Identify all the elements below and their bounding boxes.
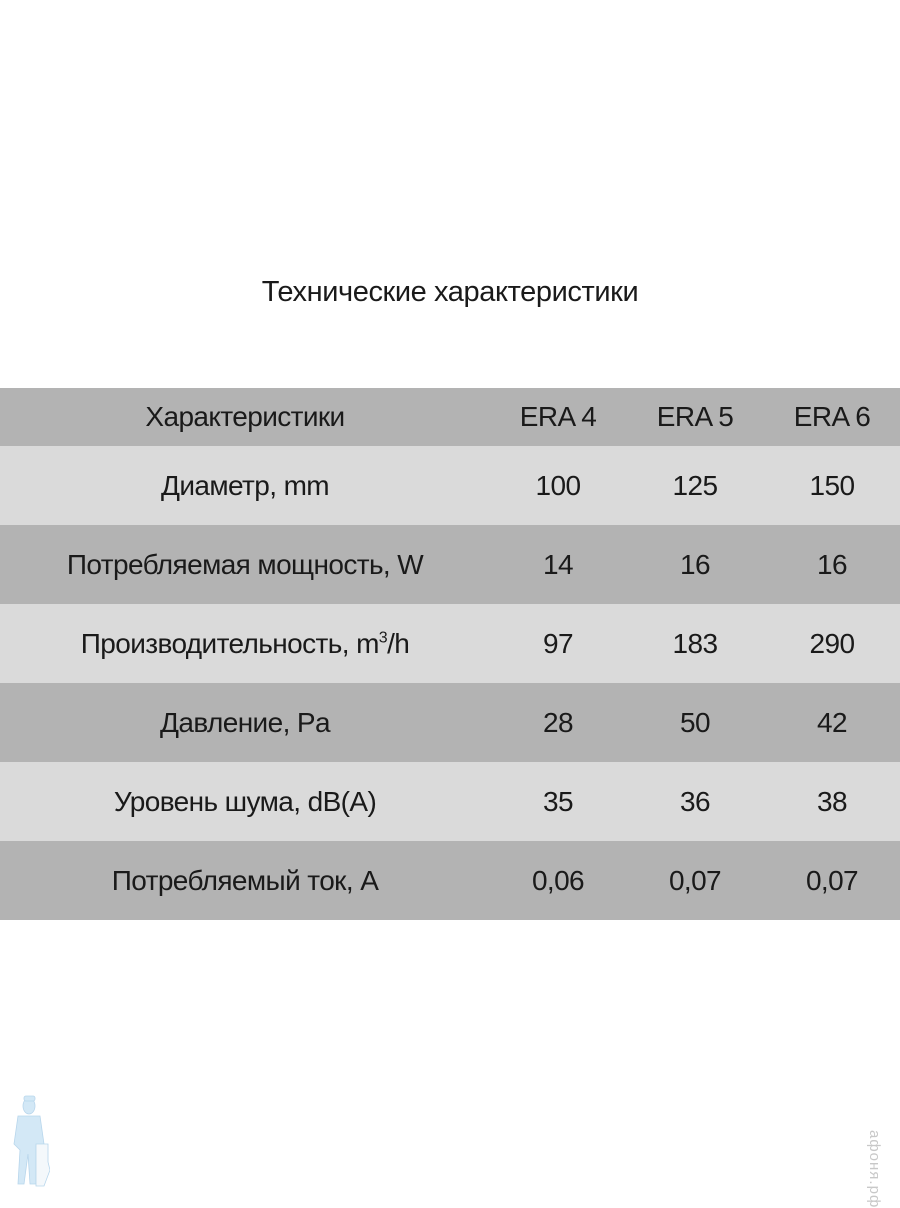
cell-value: 0,07 <box>668 864 722 896</box>
row-label: Уровень шума, dB(A) <box>113 785 377 817</box>
page-title: Технические характеристики <box>261 276 639 308</box>
cell-value: 38 <box>817 785 848 817</box>
header-cell: ERA 6 <box>793 401 871 432</box>
row-label-text: Производительность, m <box>80 627 380 659</box>
table-header-row: Характеристики ERA 4 ERA 5 ERA 6 <box>0 388 900 446</box>
cell-value: 35 <box>543 785 574 817</box>
watermark: афоня.рф <box>866 1130 883 1208</box>
table-row: Производительность, m3/h 97 183 290 <box>0 604 900 683</box>
row-label: Потребляемая мощность, W <box>66 548 424 580</box>
row-label-suffix: /h <box>387 627 410 659</box>
cell-value: 125 <box>672 469 719 501</box>
cell-value: 0,06 <box>531 864 585 896</box>
row-label: Диаметр, mm <box>160 469 330 501</box>
table-row: Уровень шума, dB(A) 35 36 38 <box>0 762 900 841</box>
cell-value: 16 <box>680 548 711 580</box>
cell-value: 50 <box>680 706 711 738</box>
table-row: Потребляемая мощность, W 14 16 16 <box>0 525 900 604</box>
cell-value: 183 <box>672 627 719 659</box>
cell-value: 36 <box>680 785 711 817</box>
row-label: Потребляемый ток, A <box>111 864 379 896</box>
cell-value: 0,07 <box>805 864 859 896</box>
cell-value: 14 <box>543 548 574 580</box>
header-cell: ERA 4 <box>519 401 597 432</box>
header-cell: ERA 5 <box>656 401 734 432</box>
table-row: Потребляемый ток, A 0,06 0,07 0,07 <box>0 841 900 920</box>
cell-value: 16 <box>817 548 848 580</box>
cell-value: 150 <box>809 469 856 501</box>
specs-table: Характеристики ERA 4 ERA 5 ERA 6 Диаметр… <box>0 388 900 920</box>
row-label: Давление, Pa <box>160 706 331 738</box>
row-label-superscript: 3 <box>378 629 388 647</box>
row-label: Производительность, m3/h <box>0 628 490 660</box>
cell-value: 42 <box>817 706 848 738</box>
cell-value: 290 <box>809 627 856 659</box>
table-row: Давление, Pa 28 50 42 <box>0 683 900 762</box>
cell-value: 28 <box>543 706 574 738</box>
cell-value: 97 <box>543 627 574 659</box>
header-cell: Характеристики <box>145 401 345 432</box>
cell-value: 100 <box>535 469 582 501</box>
plumber-logo-icon <box>13 1095 50 1187</box>
table-row: Диаметр, mm 100 125 150 <box>0 446 900 525</box>
